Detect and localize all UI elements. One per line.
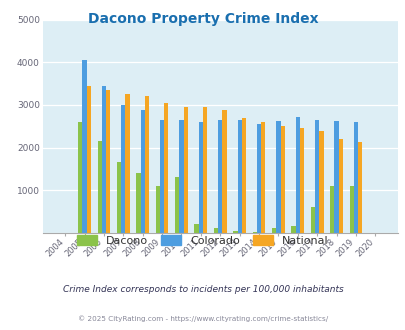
Bar (260, 122, 265, 233)
Bar (194, 224, 198, 233)
Bar (256, 124, 260, 233)
Bar (121, 105, 125, 233)
Bar (349, 186, 353, 233)
Bar (357, 142, 361, 233)
Bar (318, 131, 323, 233)
Bar (164, 103, 168, 233)
Bar (338, 139, 342, 233)
Text: © 2025 CityRating.com - https://www.cityrating.com/crime-statistics/: © 2025 CityRating.com - https://www.city… (78, 315, 327, 322)
Bar (87, 86, 91, 233)
Bar (82, 60, 87, 233)
Bar (106, 90, 110, 233)
Bar (145, 96, 149, 233)
Bar (334, 121, 338, 233)
Bar (329, 186, 334, 233)
Bar (353, 122, 357, 233)
Bar (252, 232, 256, 233)
Bar (160, 120, 164, 233)
Bar (140, 110, 145, 233)
Bar (125, 94, 130, 233)
Bar (222, 110, 226, 233)
Bar (314, 120, 318, 233)
Bar (275, 121, 280, 233)
Bar (291, 226, 295, 233)
Bar (310, 207, 314, 233)
Bar (295, 117, 299, 233)
Bar (213, 228, 217, 233)
Legend: Dacono, Colorado, National: Dacono, Colorado, National (72, 231, 333, 250)
Bar (237, 120, 241, 233)
Bar (102, 86, 106, 233)
Bar (156, 186, 160, 233)
Bar (217, 120, 222, 233)
Bar (117, 162, 121, 233)
Text: Crime Index corresponds to incidents per 100,000 inhabitants: Crime Index corresponds to incidents per… (62, 285, 343, 294)
Bar (179, 120, 183, 233)
Bar (175, 177, 179, 233)
Bar (232, 231, 237, 233)
Bar (299, 128, 303, 233)
Bar (136, 173, 140, 233)
Bar (202, 107, 207, 233)
Bar (271, 228, 275, 233)
Bar (241, 118, 245, 233)
Bar (183, 107, 188, 233)
Bar (78, 122, 82, 233)
Bar (198, 122, 202, 233)
Bar (280, 126, 284, 233)
Bar (97, 141, 102, 233)
Text: Dacono Property Crime Index: Dacono Property Crime Index (87, 12, 318, 25)
